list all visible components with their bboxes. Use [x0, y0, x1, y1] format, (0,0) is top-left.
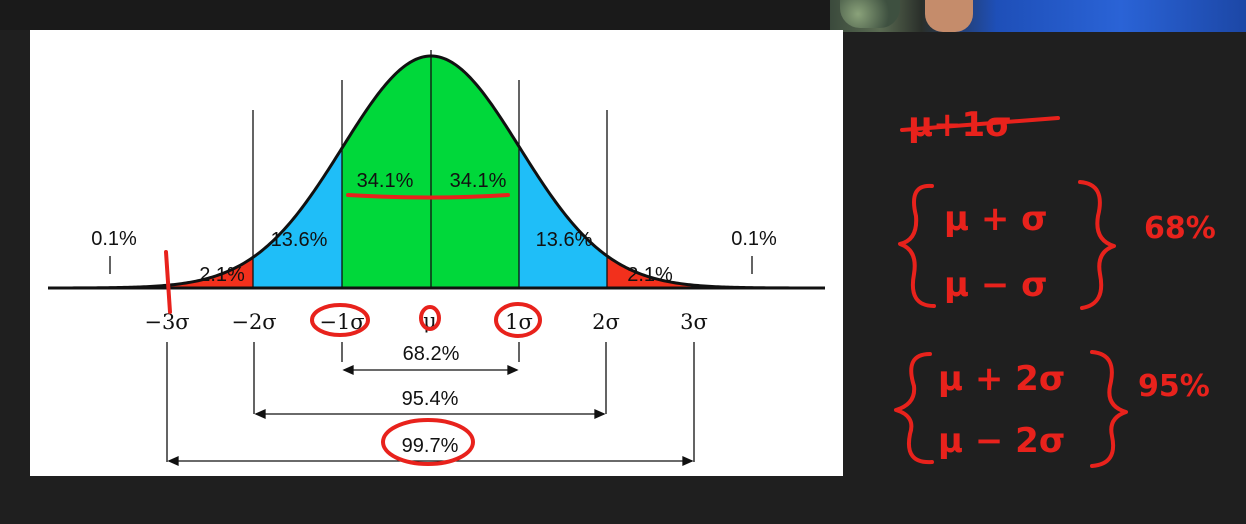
- handwritten-notes-board: μ+1σ μ + σ μ − σ 68% μ + 2σ μ − 2σ 95%: [848, 34, 1246, 494]
- label-center-left: 34.1%: [357, 170, 414, 192]
- tick-plus-2sigma: 2σ: [592, 310, 620, 334]
- normal-distribution-slide: 34.1% 34.1% 13.6% 13.6% 2.1% 2.1% 0.1% 0…: [30, 30, 843, 476]
- tick-minus-2sigma: −2σ: [231, 310, 276, 334]
- red-annotations: [164, 193, 542, 466]
- note-set1-pct: 68%: [1144, 211, 1216, 246]
- region-mid-right: [519, 56, 607, 289]
- label-mid-left: 13.6%: [271, 229, 328, 251]
- presenter-webcam: [830, 0, 1246, 32]
- region-outer-right: [607, 56, 740, 289]
- note-strikethrough: [900, 116, 1060, 132]
- note-set2-pct: 95%: [1138, 369, 1210, 404]
- note-brace-open-2: [894, 352, 934, 465]
- note-brace-close-2: [1090, 350, 1128, 468]
- label-outer-left: 2.1%: [199, 264, 245, 286]
- region-tail-left: [48, 56, 120, 289]
- label-center-right: 34.1%: [450, 170, 507, 192]
- label-outer-right: 2.1%: [627, 264, 673, 286]
- note-brace-open-1: [898, 183, 936, 308]
- note-set1-bottom: μ − σ: [944, 265, 1048, 305]
- webcam-plant: [840, 0, 900, 28]
- label-tail-right: 0.1%: [731, 228, 777, 250]
- note-set2-bottom: μ − 2σ: [938, 421, 1065, 461]
- label-mid-right: 13.6%: [536, 229, 593, 251]
- range-label-68: 68.2%: [403, 343, 460, 365]
- range-brackets: [166, 342, 695, 467]
- note-brace-close-1: [1078, 180, 1116, 310]
- region-mid-left: [253, 56, 342, 289]
- handwritten-notes: μ+1σ μ + σ μ − σ 68% μ + 2σ μ − 2σ 95%: [894, 105, 1216, 468]
- tick-minus-3sigma: −3σ: [144, 310, 189, 334]
- note-set1-top: μ + σ: [944, 199, 1048, 239]
- webcam-face: [925, 0, 973, 32]
- bell-curve-line: [48, 54, 824, 290]
- sigma-dividers: [252, 50, 608, 288]
- label-tail-left: 0.1%: [91, 228, 137, 250]
- range-label-997: 99.7%: [402, 435, 459, 457]
- tick-plus-3sigma: 3σ: [680, 310, 708, 334]
- curve-regions: [48, 56, 740, 289]
- tick-plus-1sigma: 1σ: [505, 310, 533, 334]
- region-outer-left: [120, 56, 253, 289]
- bell-curve-diagram: 34.1% 34.1% 13.6% 13.6% 2.1% 2.1% 0.1% 0…: [48, 50, 825, 467]
- note-set2-top: μ + 2σ: [938, 359, 1065, 399]
- range-label-95: 95.4%: [402, 388, 459, 410]
